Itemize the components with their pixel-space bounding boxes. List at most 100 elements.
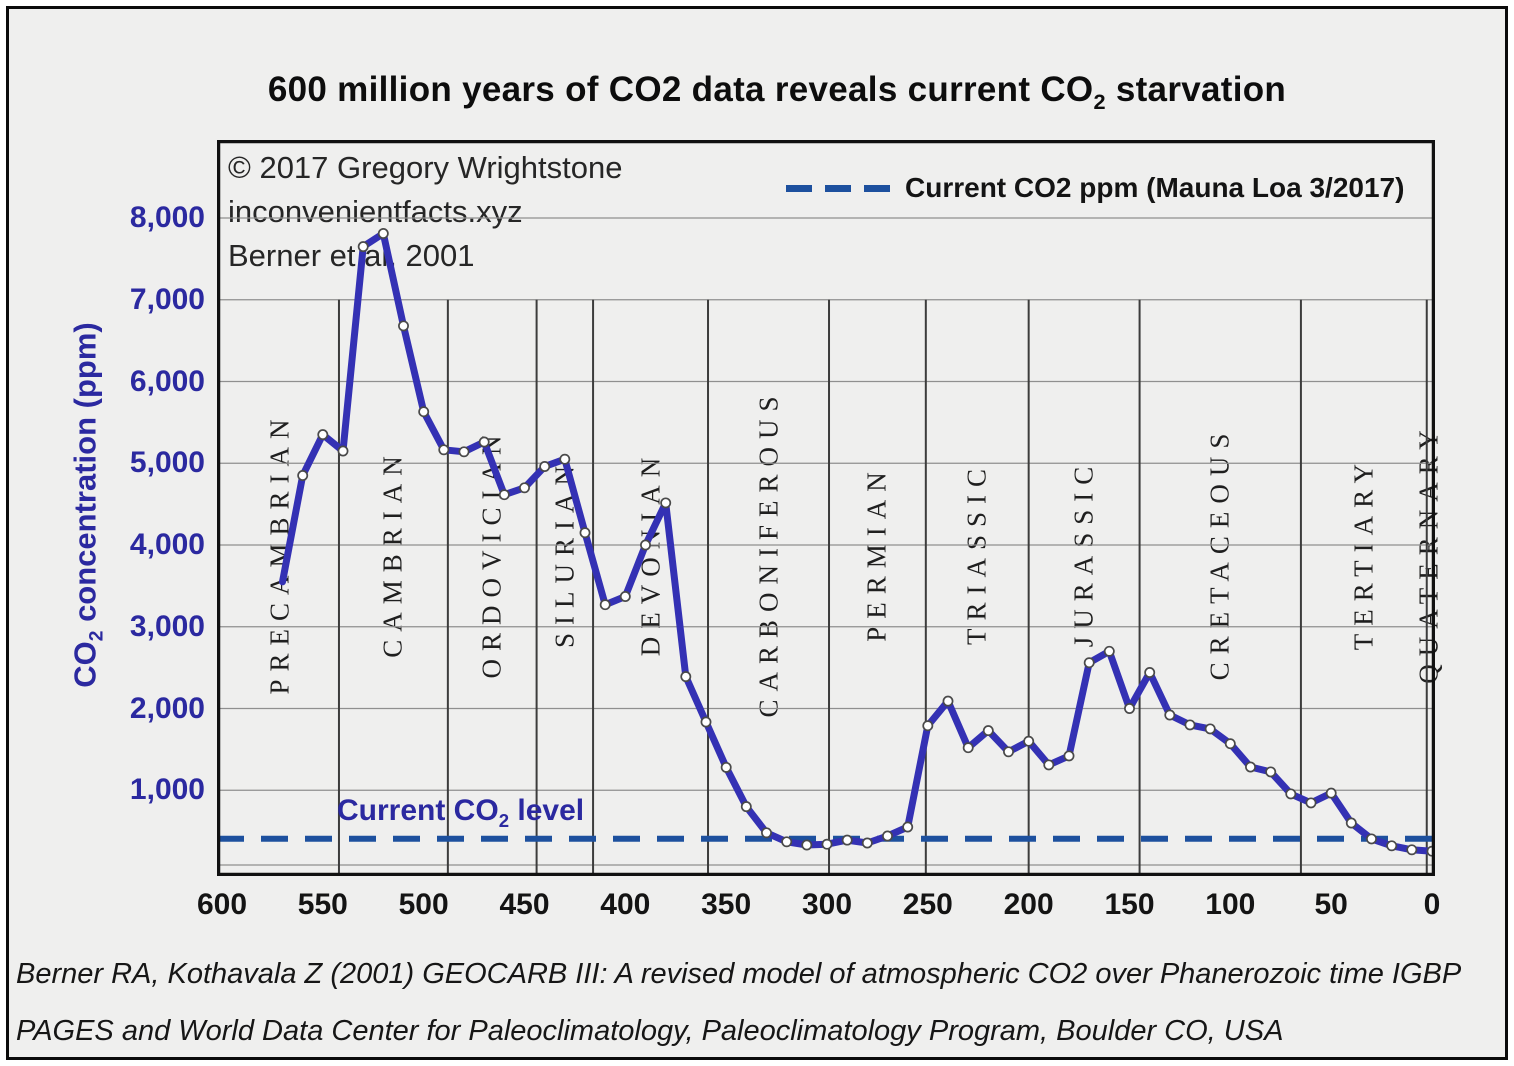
chart-title-subscript: 2 [1093,89,1106,114]
data-point-marker [1023,735,1035,747]
data-point-marker [1144,667,1156,678]
citation-line-2: PAGES and World Data Center for Paleocli… [16,1015,1284,1047]
data-point-marker [640,539,651,551]
x-tick-label: 300 [801,888,853,921]
current-co2-level-suffix: level [509,794,585,827]
data-point-marker [398,320,409,332]
data-point-marker [761,827,772,839]
citation-caption: Berner RA, Kothavala Z (2001) GEOCARB II… [16,946,1461,1060]
data-point-marker [902,821,914,833]
data-point-marker [1083,657,1095,669]
data-point-marker [619,591,631,602]
data-point-marker [801,839,813,851]
data-point-marker [1366,833,1377,845]
x-tick-label: 50 [1314,888,1348,921]
data-point-marker [1265,766,1277,778]
citation-line-1: Berner RA, Kothavala Z (2001) GEOCARB II… [16,958,1462,990]
data-point-marker [297,470,309,481]
current-co2-level-text: Current CO [337,794,499,827]
data-point-marker [942,695,954,707]
data-point-marker [579,527,591,539]
data-point-marker [377,228,389,239]
data-point-marker [841,834,853,846]
y-tick-label: 8,000 [129,201,205,234]
data-point-marker [1224,738,1236,750]
data-point-marker [1204,723,1216,735]
data-point-marker [962,742,974,754]
x-tick-label: 250 [902,888,953,921]
data-point-marker [539,461,551,472]
data-point-marker [680,671,692,683]
current-co2-level-subscript: 2 [498,810,510,831]
co2-chart-plot [217,140,1435,876]
data-point-marker [458,446,470,458]
current-co2-level-label: Current CO2 level [337,794,584,832]
data-point-marker [882,830,893,842]
data-point-marker [1345,817,1357,829]
x-tick-label: 400 [600,888,651,921]
x-tick-label: 0 [1423,888,1441,921]
data-point-marker [720,761,732,773]
y-tick-label: 2,000 [129,691,205,725]
dashed-line-swatch-icon [786,184,890,192]
data-point-marker [1325,787,1337,799]
data-point-marker [1386,840,1398,852]
data-point-marker [1124,703,1135,714]
data-point-marker [781,836,793,848]
data-point-marker [1063,750,1075,762]
data-point-marker [1043,759,1055,771]
data-point-marker [418,406,430,418]
x-tick-label: 450 [499,888,550,921]
chart-title-text: 600 million years of CO2 data reveals cu… [267,70,1094,109]
y-axis-title-text: CO [67,641,103,688]
data-point-marker [1305,797,1317,809]
data-point-marker [357,241,369,253]
y-tick-label: 4,000 [129,528,205,561]
y-tick-label: 1,000 [129,773,205,807]
chart-panel-background [6,6,1508,1060]
data-point-marker [559,453,571,465]
data-point-marker [1184,719,1196,731]
data-point-marker [861,837,873,849]
data-point-marker [660,497,672,509]
data-point-marker [599,599,611,611]
data-point-marker [337,445,349,457]
data-point-marker [1164,709,1176,721]
data-point-marker [498,489,510,501]
data-point-marker [821,838,833,850]
x-tick-label: 550 [297,888,348,921]
data-point-marker [1003,746,1014,758]
chart-title: 600 million years of CO2 data reveals cu… [40,70,1514,115]
x-tick-label: 350 [701,888,752,921]
copyright-line: © 2017 Gregory Wrightstone [228,150,623,185]
legend-label: Current CO2 ppm (Mauna Loa 3/2017) [905,172,1405,203]
data-point-marker [1245,761,1256,773]
data-point-marker [700,716,712,728]
attribution-block: © 2017 Gregory Wrightstone inconvenientf… [228,146,622,278]
chart-title-suffix: starvation [1105,70,1287,109]
y-tick-label: 5,000 [129,446,205,480]
website-line: inconvenientfacts.xyz [228,194,523,229]
data-point-marker [922,720,934,732]
data-point-marker [982,725,994,737]
data-point-marker [1406,844,1418,856]
data-point-marker [438,444,450,456]
co2-curve [279,230,1435,855]
data-point-marker [317,429,329,441]
x-tick-label: 100 [1205,888,1256,921]
data-point-marker [519,482,530,494]
y-tick-label: 3,000 [129,609,205,643]
data-point-marker [740,801,752,813]
x-tick-label: 150 [1104,888,1155,921]
plot-border [217,140,1435,876]
source-line: Berner et al, 2001 [228,238,475,273]
data-point-marker [1285,788,1297,800]
x-tick-label: 500 [398,888,449,921]
y-tick-label: 7,000 [129,282,205,316]
legend: Current CO2 ppm (Mauna Loa 3/2017) [786,170,1404,206]
y-tick-label: 6,000 [129,364,205,398]
x-tick-label: 200 [1003,888,1054,921]
data-point-marker [478,436,490,448]
data-point-marker [1103,645,1115,657]
